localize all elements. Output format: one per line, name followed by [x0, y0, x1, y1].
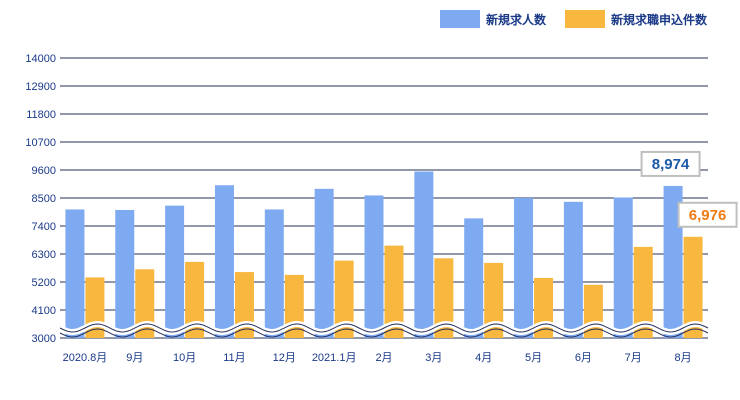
y-tick-label-6: 9600 — [32, 165, 56, 177]
bar-s2-2 — [185, 261, 205, 338]
bar-s2-1 — [135, 269, 155, 338]
x-tick-label-11: 7月 — [625, 352, 642, 364]
bar-s1-6 — [364, 195, 384, 338]
x-tick-label-4: 12月 — [273, 352, 296, 364]
bar-s1-3 — [214, 185, 234, 338]
bar-s2-5 — [334, 260, 354, 338]
legend-item-series2: 新規求職申込件数 — [565, 9, 707, 29]
bar-s2-7 — [434, 258, 454, 338]
y-tick-label-8: 11800 — [26, 109, 56, 121]
x-tick-label-9: 5月 — [525, 352, 542, 364]
bar-s1-5 — [314, 188, 334, 338]
x-tick-label-1: 9月 — [126, 352, 143, 364]
bar-s1-8 — [464, 218, 484, 338]
x-tick-label-2: 10月 — [173, 352, 196, 364]
x-tick-label-10: 6月 — [575, 352, 592, 364]
y-tick-label-7: 10700 — [25, 137, 56, 149]
x-tick-label-0: 2020.8月 — [63, 352, 108, 364]
bar-s1-4 — [264, 209, 284, 338]
y-tick-label-10: 14000 — [25, 53, 56, 65]
legend-swatch-series2 — [565, 10, 605, 28]
bar-s1-0 — [65, 209, 85, 338]
y-tick-label-2: 5200 — [32, 277, 56, 289]
x-tick-label-5: 2021.1月 — [312, 352, 357, 364]
callout-label-1: 6,976 — [689, 207, 727, 224]
callout-box-1 — [677, 201, 738, 228]
x-tick-label-3: 11月 — [223, 352, 245, 364]
bar-s1-9 — [514, 198, 534, 338]
bar-s1-11 — [613, 197, 633, 338]
x-tick-label-8: 4月 — [475, 352, 492, 364]
x-tick-label-12: 8月 — [675, 352, 692, 364]
y-tick-label-0: 3000 — [32, 333, 56, 345]
bar-s1-10 — [563, 201, 583, 338]
axis-break-line-top — [59, 323, 709, 333]
x-tick-label-6: 2月 — [375, 352, 392, 364]
bar-s2-6 — [384, 245, 404, 338]
y-tick-label-4: 7400 — [32, 221, 56, 233]
legend-swatch-series1 — [440, 10, 480, 28]
y-tick-label-1: 4100 — [32, 305, 56, 317]
axis-break-line-bottom — [59, 328, 709, 338]
y-tick-label-3: 6300 — [32, 249, 56, 261]
bar-s2-12 — [683, 236, 703, 338]
legend-label-series1: 新規求人数 — [486, 12, 547, 27]
bar-s2-11 — [633, 246, 653, 338]
y-tick-label-9: 12900 — [25, 81, 56, 93]
bar-s1-7 — [414, 171, 434, 338]
bar-s2-8 — [484, 262, 504, 338]
y-tick-label-5: 8500 — [32, 193, 56, 205]
callout-box-0 — [640, 150, 701, 177]
bar-s1-2 — [165, 205, 185, 338]
legend-label-series2: 新規求職申込件数 — [611, 12, 708, 27]
x-tick-label-7: 3月 — [425, 352, 442, 364]
legend-item-series1: 新規求人数 — [440, 9, 546, 29]
callout-label-0: 8,974 — [652, 156, 690, 173]
bar-s1-1 — [115, 209, 135, 338]
